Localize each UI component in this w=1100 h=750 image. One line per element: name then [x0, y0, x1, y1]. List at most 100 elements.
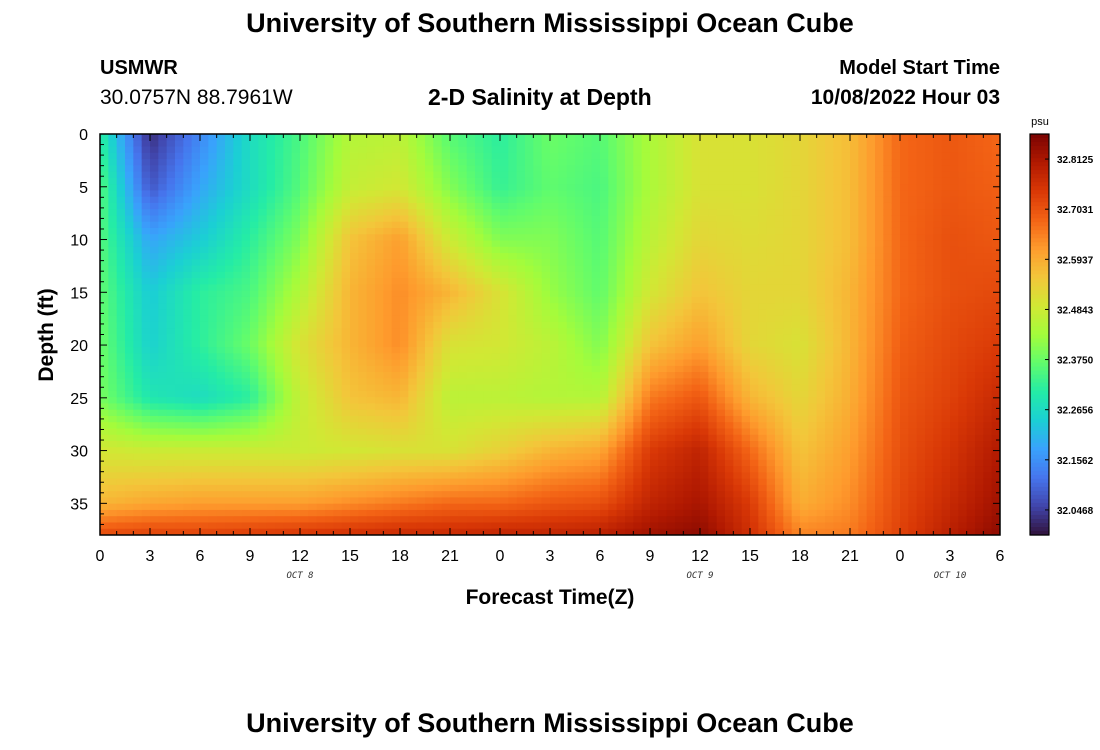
heatmap-cell — [250, 152, 259, 160]
heatmap-cell — [566, 152, 576, 160]
heatmap-cell — [200, 372, 209, 379]
heatmap-cell — [141, 296, 151, 304]
heatmap-cell — [141, 503, 151, 511]
heatmap-cell — [666, 528, 676, 535]
heatmap-cell — [250, 315, 259, 323]
heatmap-cell — [233, 134, 243, 141]
heatmap-cell — [341, 152, 351, 160]
heatmap-cell — [158, 484, 168, 492]
heatmap-cell — [400, 509, 409, 517]
heatmap-cell — [466, 140, 476, 148]
heatmap-cell — [108, 347, 118, 354]
heatmap-cell — [550, 347, 559, 354]
heatmap-cell — [141, 303, 151, 311]
heatmap-cell — [350, 215, 359, 223]
heatmap-cell — [683, 428, 693, 436]
heatmap-cell — [116, 453, 126, 461]
heatmap-cell — [575, 315, 584, 323]
heatmap-cell — [358, 441, 368, 448]
heatmap-cell — [266, 209, 276, 217]
heatmap-cell — [250, 497, 259, 505]
heatmap-cell — [641, 296, 651, 304]
heatmap-cell — [575, 259, 584, 267]
heatmap-cell — [700, 384, 709, 392]
heatmap-cell — [108, 253, 118, 260]
heatmap-cell — [641, 215, 651, 223]
heatmap-cell — [141, 415, 151, 423]
heatmap-cell — [483, 422, 493, 430]
heatmap-cell — [583, 209, 593, 217]
heatmap-cell — [708, 397, 718, 405]
heatmap-cell — [416, 190, 426, 198]
heatmap-cell — [708, 215, 718, 223]
heatmap-cell — [425, 503, 434, 511]
heatmap-cell — [675, 177, 684, 185]
heatmap-cell — [158, 303, 168, 311]
heatmap-cell — [125, 384, 134, 392]
heatmap-cell — [608, 390, 618, 398]
heatmap-cell — [491, 215, 501, 223]
heatmap-cell — [241, 296, 251, 304]
heatmap-cell — [691, 340, 701, 348]
heatmap-cell — [566, 478, 576, 486]
heatmap-cell — [650, 271, 659, 279]
heatmap-cell — [591, 278, 601, 285]
heatmap-cell — [491, 140, 501, 148]
heatmap-cell — [250, 246, 259, 254]
heatmap-cell — [675, 528, 684, 535]
heatmap-cell — [158, 209, 168, 217]
heatmap-cell — [541, 240, 551, 248]
heatmap-cell — [508, 353, 518, 361]
heatmap-cell — [141, 315, 151, 323]
heatmap-cell — [583, 390, 593, 398]
heatmap-cell — [600, 372, 609, 379]
heatmap-cell — [700, 259, 709, 267]
heatmap-cell — [250, 234, 259, 242]
heatmap-cell — [633, 378, 643, 386]
heatmap-cell — [116, 484, 126, 492]
heatmap-cell — [575, 347, 584, 354]
heatmap-cell — [675, 372, 684, 379]
heatmap-cell — [433, 428, 443, 436]
heatmap-cell — [533, 221, 543, 229]
heatmap-cell — [458, 221, 468, 229]
heatmap-cell — [725, 152, 734, 160]
heatmap-cell — [591, 365, 601, 373]
heatmap-cell — [150, 347, 159, 354]
heatmap-cell — [350, 246, 359, 254]
heatmap-cell — [166, 309, 176, 317]
heatmap-cell — [516, 202, 526, 210]
heatmap-cell — [658, 196, 668, 204]
heatmap-cell — [366, 428, 376, 436]
heatmap-cell — [225, 497, 234, 505]
heatmap-cell — [508, 152, 518, 160]
heatmap-cell — [566, 378, 576, 386]
heatmap-cell — [100, 353, 109, 361]
heatmap-cell — [683, 484, 693, 492]
heatmap-cell — [375, 347, 384, 354]
heatmap-cell — [158, 265, 168, 273]
heatmap-cell — [550, 384, 559, 392]
heatmap-cell — [400, 278, 409, 285]
heatmap-cell — [416, 202, 426, 210]
heatmap-cell — [350, 522, 359, 530]
heatmap-cell — [575, 284, 584, 292]
heatmap-cell — [716, 159, 726, 166]
heatmap-cell — [450, 434, 459, 442]
heatmap-cell — [341, 253, 351, 260]
heatmap-cell — [566, 271, 576, 279]
heatmap-cell — [550, 509, 559, 517]
heatmap-cell — [408, 359, 418, 367]
heatmap-cell — [291, 140, 301, 148]
heatmap-cell — [166, 303, 176, 311]
heatmap-cell — [700, 441, 709, 448]
heatmap-cell — [491, 152, 501, 160]
heatmap-cell — [333, 372, 343, 379]
heatmap-cell — [125, 240, 134, 248]
heatmap-cell — [408, 497, 418, 505]
heatmap-cell — [333, 315, 343, 323]
heatmap-cell — [516, 240, 526, 248]
heatmap-cell — [283, 378, 293, 386]
heatmap-cell — [733, 397, 743, 405]
heatmap-cell — [358, 209, 368, 217]
